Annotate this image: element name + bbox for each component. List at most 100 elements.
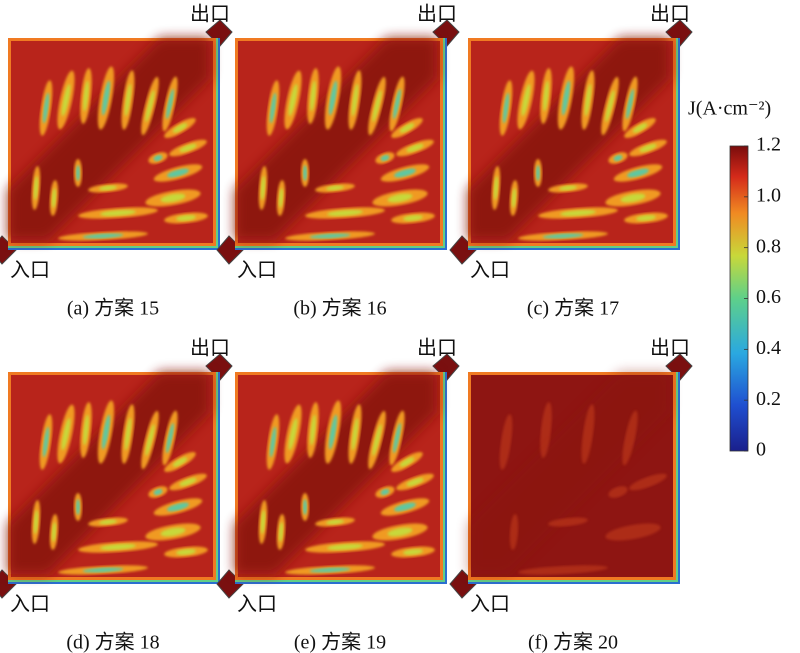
streak-core <box>278 522 284 542</box>
diagonal-band <box>235 38 437 240</box>
streak-core <box>636 215 656 221</box>
panel-caption: (c) 方案 17 <box>527 297 619 320</box>
streak-core <box>327 543 363 551</box>
streak-core <box>584 83 592 117</box>
streak-core <box>101 414 111 450</box>
outlet-label: 出口 <box>190 3 230 26</box>
diagonal-band <box>468 38 670 240</box>
streak <box>581 404 595 464</box>
streak-core <box>33 175 39 201</box>
streak-core <box>160 527 186 537</box>
inlet-label: 入口 <box>10 594 50 616</box>
diagonal-band <box>8 372 210 574</box>
streak-core <box>172 457 188 467</box>
streak-core <box>309 567 351 573</box>
diagonal-band <box>468 372 670 574</box>
streak-core <box>61 83 71 117</box>
streak-core <box>145 423 155 457</box>
streak-core <box>393 422 401 454</box>
panel <box>216 19 460 265</box>
colorbar-tick-label: 0.6 <box>756 286 781 308</box>
inlet-label: 入口 <box>470 260 510 282</box>
streak-core <box>327 209 363 217</box>
streak-core <box>101 80 111 116</box>
streak-core <box>326 519 344 525</box>
streak-core <box>303 499 307 515</box>
streak <box>499 414 513 470</box>
colorbar-tick-label: 1.2 <box>756 134 781 156</box>
streak <box>608 486 628 498</box>
inlet-label: 入口 <box>470 594 510 616</box>
streak-core <box>543 80 549 112</box>
panel <box>449 19 693 265</box>
streak-core <box>620 193 646 203</box>
streak-core <box>166 88 174 120</box>
streak-core <box>328 414 338 450</box>
streak-core <box>76 165 80 181</box>
streak-core <box>176 549 196 555</box>
streak-core <box>559 185 577 191</box>
streak <box>518 565 608 575</box>
colorbar-title: J(A·cm⁻²) <box>688 98 771 120</box>
panel-caption: (b) 方案 16 <box>293 297 386 320</box>
streak-core <box>269 426 277 458</box>
streak-core <box>394 168 416 178</box>
diagonal-band <box>8 38 210 240</box>
streak-core <box>387 193 413 203</box>
diagonal-band <box>235 372 437 574</box>
streak-core <box>153 154 163 162</box>
streak-core <box>61 417 71 451</box>
streak-core <box>372 423 382 457</box>
streak-core <box>51 522 57 542</box>
colorbar-tick-label: 0 <box>756 439 766 461</box>
streak-core <box>167 168 189 178</box>
streak-core <box>82 233 124 239</box>
streak-core <box>83 80 89 112</box>
streak-core <box>406 143 424 153</box>
streak <box>629 473 667 491</box>
streak-core <box>172 123 188 133</box>
streak-core <box>399 123 415 133</box>
streak-core <box>166 422 174 454</box>
streak-core <box>393 88 401 120</box>
inlet-label: 入口 <box>237 594 277 616</box>
streak-core <box>399 457 415 467</box>
streak-core <box>372 89 382 123</box>
streak-core <box>521 83 531 117</box>
streak-core <box>260 509 266 535</box>
streak-core <box>403 215 423 221</box>
colorbar-tick-label: 0.4 <box>756 337 781 359</box>
streak-core <box>269 92 277 124</box>
streak-core <box>613 154 623 162</box>
streak-core <box>351 417 359 451</box>
streak-core <box>179 477 197 487</box>
streak-core <box>303 165 307 181</box>
streak-core <box>99 519 117 525</box>
colorbar-tick-label: 0.2 <box>756 388 781 410</box>
streak-core <box>33 509 39 535</box>
streak-core <box>403 549 423 555</box>
streak-core <box>502 92 510 124</box>
streak-core <box>278 188 284 208</box>
streak-core <box>179 143 197 153</box>
streak-core <box>394 502 416 512</box>
streak-core <box>82 567 124 573</box>
streak-core <box>100 543 136 551</box>
panel-caption: (d) 方案 18 <box>66 631 159 653</box>
streak-core <box>511 188 517 208</box>
streak-core <box>76 499 80 515</box>
streak-core <box>42 92 50 124</box>
streak-core <box>153 488 163 496</box>
outlet-label: 出口 <box>190 337 230 360</box>
colorbar-tick-label: 1.0 <box>756 184 781 206</box>
panel-caption: (a) 方案 15 <box>67 297 159 320</box>
streak-core <box>99 185 117 191</box>
streak-core <box>632 123 648 133</box>
streak-core <box>176 215 196 221</box>
outlet-label: 出口 <box>650 337 690 360</box>
streak-core <box>310 80 316 112</box>
streak-core <box>561 80 571 116</box>
streak <box>540 402 552 458</box>
streak-core <box>536 165 540 181</box>
outlet-label: 出口 <box>417 3 457 26</box>
